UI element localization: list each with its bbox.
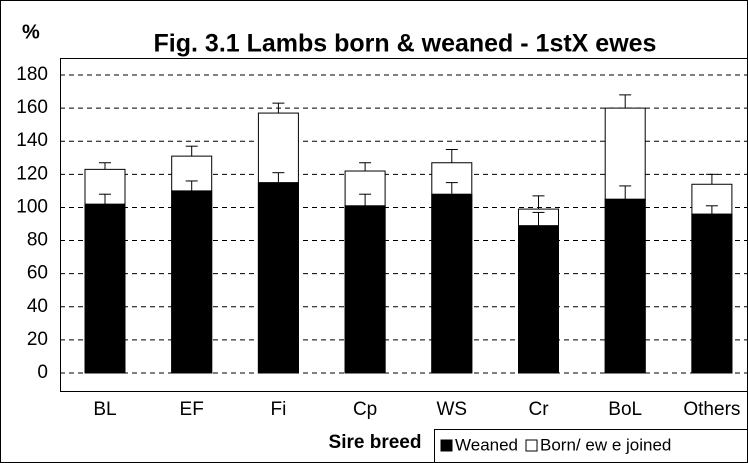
x-tick-label: Cp xyxy=(353,399,377,420)
chart-title: Fig. 3.1 Lambs born & weaned - 1stX ewes xyxy=(154,30,657,58)
bar xyxy=(604,198,646,374)
x-tick-label: Cr xyxy=(528,399,549,420)
y-tick-label: 140 xyxy=(16,130,48,151)
y-tick-label: 80 xyxy=(27,230,48,251)
x-tick-label: Fi xyxy=(270,399,286,420)
legend-label: Born/ ew e joined xyxy=(540,435,671,454)
y-tick-label: 0 xyxy=(37,362,48,383)
bar xyxy=(431,193,473,374)
legend-swatch xyxy=(525,439,538,452)
x-axis-label: Sire breed xyxy=(329,432,422,453)
y-axis-label: % xyxy=(22,21,40,43)
bar xyxy=(344,205,386,374)
bar xyxy=(171,190,213,374)
bar xyxy=(257,182,299,374)
legend-box xyxy=(434,429,748,463)
legend-label: Weaned xyxy=(455,435,518,454)
bar xyxy=(518,225,559,374)
bar xyxy=(691,213,733,374)
y-tick-label: 40 xyxy=(27,296,48,317)
y-tick-label: 20 xyxy=(27,329,48,350)
bar xyxy=(84,203,126,374)
y-tick-label: 180 xyxy=(16,64,48,85)
x-tick-label: WS xyxy=(436,399,467,420)
legend-swatch xyxy=(440,439,453,452)
y-tick-label: 60 xyxy=(27,263,48,284)
x-tick-label: BL xyxy=(93,399,116,420)
x-tick-label: Others xyxy=(683,399,740,420)
y-tick-label: 160 xyxy=(16,97,48,118)
y-tick-label: 100 xyxy=(16,196,48,217)
y-tick-label: 120 xyxy=(16,163,48,184)
x-tick-label: EF xyxy=(180,399,204,420)
x-tick-label: BoL xyxy=(608,399,642,420)
